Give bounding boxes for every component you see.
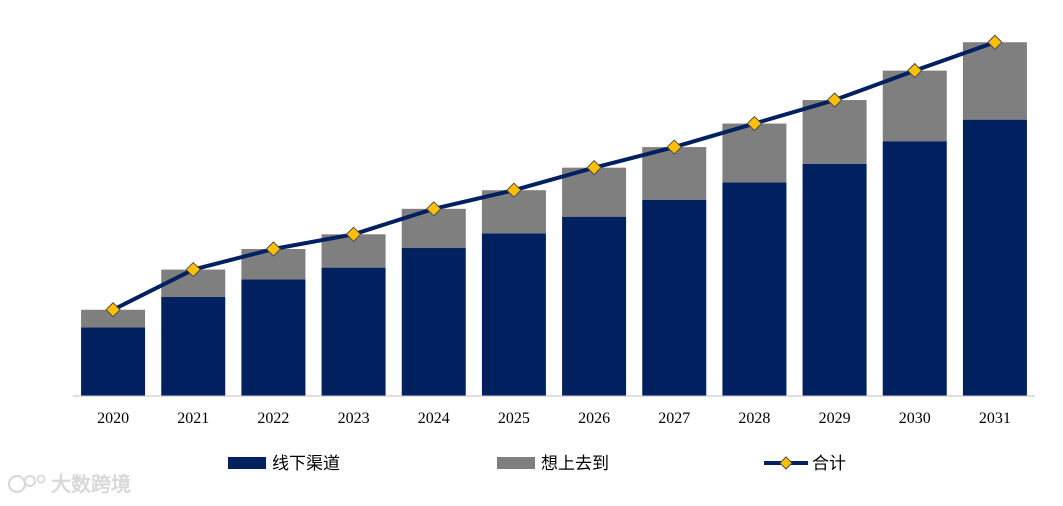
total-marker-2022: [265, 241, 282, 257]
legend-diamond-icon: [779, 456, 793, 470]
bars-group: [81, 42, 1027, 396]
total-marker-2030: [907, 62, 923, 79]
legend-label: 想上去到: [541, 454, 609, 474]
total-line-group: [105, 34, 1003, 318]
x-tick-label: 2025: [498, 410, 530, 427]
legend: 线下渠道 想上去到 合计: [228, 454, 846, 474]
legend-item-2: 想上去到: [497, 454, 609, 474]
x-tick-label: 2024: [418, 410, 450, 427]
bar-segment-2-2027: [642, 147, 707, 200]
total-marker-2025: [506, 182, 522, 198]
x-tick-labels: 2020 2021 2022 2023 2024 2025 2026 2027 2028 2029…: [97, 410, 1011, 427]
bar-segment-2-2030: [882, 70, 947, 142]
x-tick-label: 2022: [257, 410, 289, 427]
x-tick-label: 2023: [338, 410, 370, 427]
bar-offline-2020: [81, 327, 146, 396]
bar-segment-2-2020: [81, 309, 146, 328]
total-marker-2024: [426, 201, 442, 217]
x-tick-label: 2027: [658, 410, 690, 427]
bar-offline-2026: [562, 216, 627, 396]
total-marker-2021: [185, 261, 201, 278]
legend-item-3: 合计: [764, 454, 846, 474]
bar-segment-2-2029: [802, 100, 867, 164]
bar-offline-2025: [481, 233, 546, 396]
total-marker-2028: [746, 115, 763, 132]
total-marker-2026: [586, 159, 602, 176]
x-tick-label: 2021: [177, 410, 209, 427]
x-tick-label: 2028: [738, 410, 770, 427]
x-tick-label: 2026: [578, 410, 610, 427]
bar-segment-2-2028: [722, 123, 787, 183]
bar-offline-2028: [722, 182, 787, 396]
x-tick-label: 2029: [819, 410, 851, 427]
bar-offline-2027: [642, 200, 707, 396]
total-marker-2031: [987, 34, 1003, 50]
bar-segment-2-2031: [962, 42, 1027, 120]
bar-offline-2022: [241, 279, 306, 396]
watermark: 大数跨境: [7, 472, 131, 496]
bar-offline-2024: [401, 248, 466, 396]
total-marker-2023: [345, 226, 362, 243]
legend-swatch: [497, 457, 535, 469]
legend-label: 合计: [812, 454, 846, 474]
bar-offline-2029: [802, 163, 867, 396]
total-line: [112, 40, 996, 312]
watermark-logo-icon: [7, 474, 46, 494]
bar-offline-2023: [321, 267, 386, 396]
bar-offline-2031: [962, 119, 1027, 396]
total-marker-2020: [105, 302, 121, 318]
bar-segment-2-2026: [562, 167, 627, 217]
x-tick-label: 2031: [979, 410, 1011, 427]
legend-item-1: 线下渠道: [228, 454, 340, 474]
legend-swatch: [228, 457, 266, 469]
total-marker-2029: [826, 92, 843, 108]
x-tick-label: 2020: [97, 410, 129, 427]
x-tick-label: 2030: [899, 410, 931, 427]
bar-offline-2030: [882, 141, 947, 396]
bar-offline-2021: [161, 297, 226, 396]
watermark-text: 大数跨境: [51, 472, 131, 496]
legend-label: 线下渠道: [272, 454, 340, 474]
total-marker-2027: [666, 139, 682, 155]
